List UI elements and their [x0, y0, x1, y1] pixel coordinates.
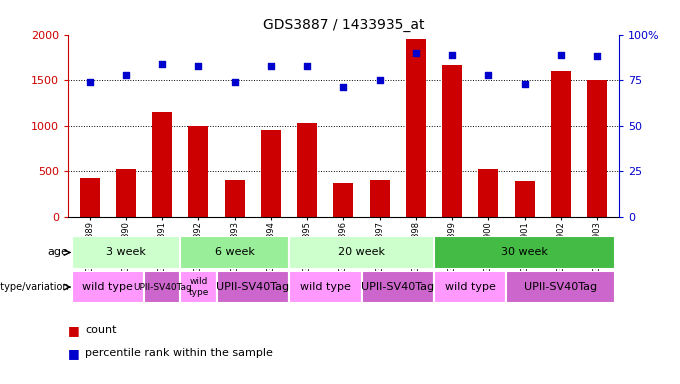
- Point: [229, 79, 240, 85]
- Text: UPII-SV40Tag: UPII-SV40Tag: [133, 283, 192, 291]
- Point: [374, 77, 385, 83]
- Bar: [507, 271, 615, 303]
- Point: [338, 84, 349, 91]
- Text: wild type: wild type: [82, 282, 133, 292]
- Text: 6 week: 6 week: [215, 247, 254, 258]
- Text: genotype/variation: genotype/variation: [0, 282, 69, 292]
- Bar: [180, 236, 289, 269]
- Text: ■: ■: [68, 324, 80, 337]
- Bar: [442, 65, 462, 217]
- Bar: [362, 271, 434, 303]
- Bar: [224, 180, 245, 217]
- Point: [84, 79, 95, 85]
- Bar: [406, 39, 426, 217]
- Text: count: count: [85, 325, 116, 335]
- Bar: [80, 178, 100, 217]
- Text: percentile rank within the sample: percentile rank within the sample: [85, 348, 273, 358]
- Text: 20 week: 20 week: [338, 247, 385, 258]
- Bar: [180, 271, 216, 303]
- Text: 3 week: 3 week: [106, 247, 146, 258]
- Text: age: age: [48, 247, 69, 258]
- Bar: [289, 236, 434, 269]
- Point: [447, 51, 458, 58]
- Text: wild type: wild type: [300, 282, 351, 292]
- Point: [302, 63, 313, 69]
- Point: [519, 81, 530, 87]
- Bar: [479, 169, 498, 217]
- Bar: [71, 236, 180, 269]
- Bar: [289, 271, 362, 303]
- Text: wild type: wild type: [445, 282, 496, 292]
- Bar: [551, 71, 571, 217]
- Point: [483, 72, 494, 78]
- Bar: [587, 80, 607, 217]
- Point: [157, 61, 168, 67]
- Point: [556, 51, 566, 58]
- Text: UPII-SV40Tag: UPII-SV40Tag: [216, 282, 290, 292]
- Text: UPII-SV40Tag: UPII-SV40Tag: [361, 282, 435, 292]
- Text: ■: ■: [68, 347, 80, 360]
- Bar: [434, 236, 615, 269]
- Text: wild
type: wild type: [188, 277, 209, 297]
- Bar: [188, 126, 208, 217]
- Bar: [71, 271, 144, 303]
- Text: 30 week: 30 week: [501, 247, 548, 258]
- Bar: [297, 123, 317, 217]
- Text: UPII-SV40Tag: UPII-SV40Tag: [524, 282, 598, 292]
- Bar: [261, 130, 281, 217]
- Bar: [515, 181, 534, 217]
- Bar: [434, 271, 507, 303]
- Bar: [152, 112, 172, 217]
- Point: [120, 72, 131, 78]
- Bar: [144, 271, 180, 303]
- Bar: [116, 169, 136, 217]
- Point: [193, 63, 204, 69]
- Bar: [216, 271, 289, 303]
- Title: GDS3887 / 1433935_at: GDS3887 / 1433935_at: [262, 18, 424, 32]
- Bar: [333, 183, 354, 217]
- Bar: [370, 180, 390, 217]
- Point: [265, 63, 276, 69]
- Point: [592, 53, 602, 60]
- Point: [411, 50, 422, 56]
